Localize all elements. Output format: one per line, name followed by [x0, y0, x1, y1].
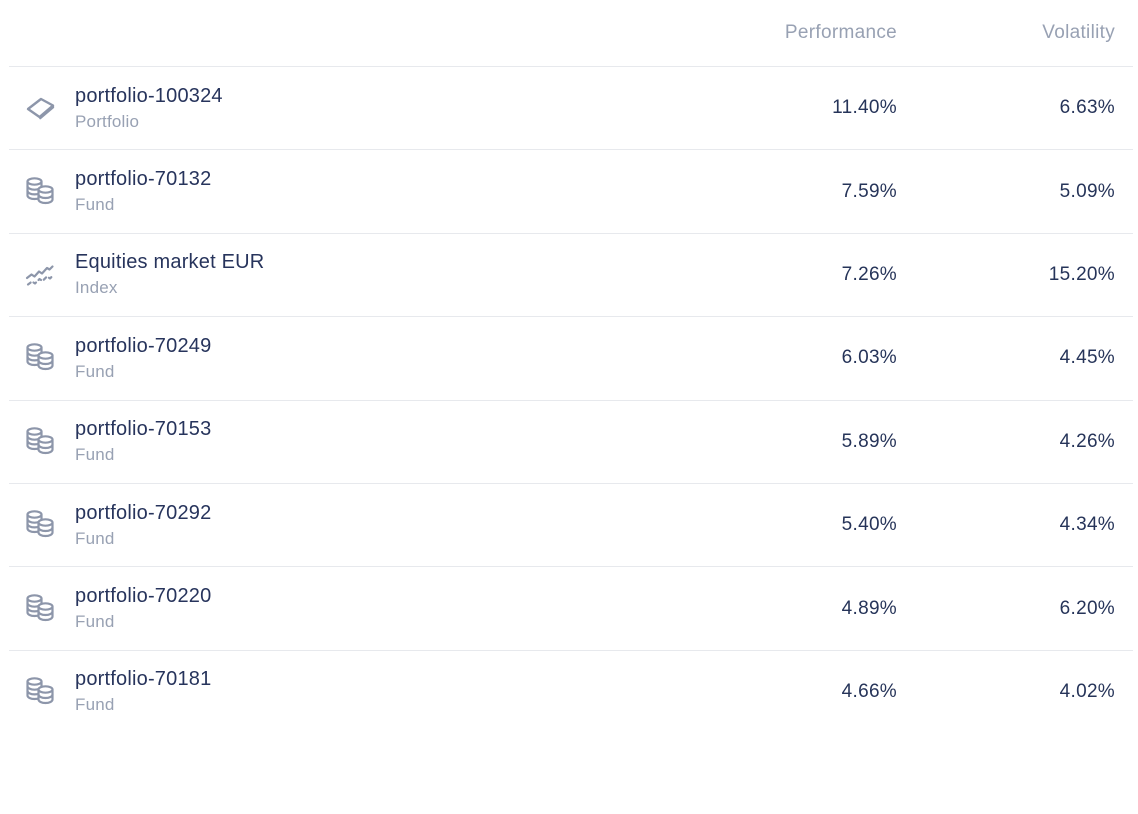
table-header: Performance Volatility	[9, 0, 1133, 67]
performance-value: 5.40%	[841, 514, 897, 536]
fund-icon	[22, 591, 58, 627]
entity-type: Fund	[75, 445, 115, 465]
entity-name: portfolio-70153	[75, 418, 212, 441]
entities-table: Performance Volatility portfolio-100324 …	[9, 0, 1133, 733]
entity-type: Fund	[75, 195, 115, 215]
entity-type: Fund	[75, 695, 115, 715]
fund-icon	[22, 674, 58, 710]
entity-name: Equities market EUR	[75, 251, 265, 274]
performance-value: 4.89%	[841, 597, 897, 619]
entity-type: Portfolio	[75, 111, 140, 131]
volatility-value: 4.26%	[1059, 430, 1115, 452]
performance-column-header[interactable]: Performance	[784, 22, 897, 43]
volatility-value: 6.63%	[1059, 97, 1115, 119]
entity-name: portfolio-70132	[75, 168, 212, 191]
entity-cell: portfolio-70132 Fund	[9, 166, 667, 217]
volatility-value: 4.34%	[1059, 514, 1115, 536]
volatility-value: 15.20%	[1048, 263, 1115, 285]
entity-name: portfolio-70181	[75, 668, 212, 691]
table-row[interactable]: Equities market EUR Index 7.26% 15.20%	[9, 234, 1133, 318]
performance-value: 6.03%	[841, 347, 897, 369]
entity-type: Fund	[75, 361, 115, 381]
entity-text: portfolio-70132 Fund	[75, 166, 211, 217]
entity-text: portfolio-70249 Fund	[75, 333, 211, 384]
entity-cell: portfolio-100324 Portfolio	[9, 83, 667, 134]
entity-cell: portfolio-70292 Fund	[9, 500, 667, 551]
volatility-value: 4.45%	[1059, 347, 1115, 369]
table-row[interactable]: portfolio-70153 Fund 5.89% 4.26%	[9, 401, 1133, 484]
table-row[interactable]: portfolio-70292 Fund 5.40% 4.34%	[9, 484, 1133, 568]
table-row[interactable]: portfolio-70220 Fund 4.89% 6.20%	[9, 567, 1133, 651]
performance-value: 4.66%	[841, 680, 897, 702]
entity-type: Fund	[75, 528, 115, 548]
fund-icon	[22, 340, 58, 376]
volatility-value: 4.02%	[1059, 680, 1115, 702]
performance-value: 5.89%	[841, 430, 897, 452]
entity-text: portfolio-70153 Fund	[75, 416, 211, 467]
entity-text: portfolio-70220 Fund	[75, 583, 211, 634]
entity-cell: Equities market EUR Index	[9, 249, 667, 300]
entity-text: portfolio-70292 Fund	[75, 500, 211, 551]
performance-value: 7.59%	[841, 180, 897, 202]
volatility-column-header[interactable]: Volatility	[1042, 22, 1115, 43]
table-row[interactable]: portfolio-70181 Fund 4.66% 4.02%	[9, 651, 1133, 733]
fund-icon	[22, 424, 58, 460]
fund-icon	[22, 507, 58, 543]
entity-text: portfolio-100324 Portfolio	[75, 83, 223, 134]
index-icon	[22, 257, 58, 293]
table-row[interactable]: portfolio-70249 Fund 6.03% 4.45%	[9, 317, 1133, 401]
performance-value: 7.26%	[841, 263, 897, 285]
table-row[interactable]: portfolio-100324 Portfolio 11.40% 6.63%	[9, 67, 1133, 151]
entity-cell: portfolio-70220 Fund	[9, 583, 667, 634]
entity-text: portfolio-70181 Fund	[75, 666, 211, 717]
table-row[interactable]: portfolio-70132 Fund 7.59% 5.09%	[9, 150, 1133, 234]
portfolio-icon	[22, 90, 58, 126]
table-body: portfolio-100324 Portfolio 11.40% 6.63%	[9, 67, 1133, 733]
entity-text: Equities market EUR Index	[75, 249, 264, 300]
entity-type: Index	[75, 278, 118, 298]
entity-cell: portfolio-70153 Fund	[9, 416, 667, 467]
performance-value: 11.40%	[832, 97, 897, 119]
fund-icon	[22, 174, 58, 210]
entity-cell: portfolio-70181 Fund	[9, 666, 667, 717]
entity-name: portfolio-70220	[75, 585, 212, 608]
entity-name: portfolio-70249	[75, 334, 212, 357]
entity-name: portfolio-70292	[75, 501, 212, 524]
entity-cell: portfolio-70249 Fund	[9, 333, 667, 384]
volatility-value: 5.09%	[1059, 180, 1115, 202]
entity-type: Fund	[75, 612, 115, 632]
entity-name: portfolio-100324	[75, 84, 223, 107]
volatility-value: 6.20%	[1059, 597, 1115, 619]
